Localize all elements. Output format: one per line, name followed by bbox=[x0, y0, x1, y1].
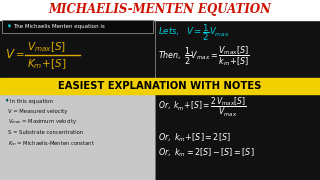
Text: $Then,\ \dfrac{1}{2}V_{max} = \dfrac{V_{max}[S]}{k_m\!+\![S]}$: $Then,\ \dfrac{1}{2}V_{max} = \dfrac{V_{… bbox=[158, 44, 250, 68]
Bar bbox=[0, 78, 320, 94]
Text: $Or,\ k_m = 2[S]-[S] = [S]$: $Or,\ k_m = 2[S]-[S] = [S]$ bbox=[158, 147, 254, 159]
Text: $Or,\ k_m\!+\![S] = 2[S]$: $Or,\ k_m\!+\![S] = 2[S]$ bbox=[158, 132, 231, 144]
Text: ♦: ♦ bbox=[4, 98, 8, 104]
Text: ♦: ♦ bbox=[6, 24, 11, 29]
Text: MICHAELIS-MENTEN EQUATION: MICHAELIS-MENTEN EQUATION bbox=[49, 3, 271, 17]
Text: EASIEST EXPLANATION WITH NOTES: EASIEST EXPLANATION WITH NOTES bbox=[58, 81, 262, 91]
Text: $Or,\ k_m\!+\![S] = \dfrac{2\,V_{max}[S]}{V_{max}}$: $Or,\ k_m\!+\![S] = \dfrac{2\,V_{max}[S]… bbox=[158, 95, 246, 119]
Bar bbox=[0, 94, 155, 180]
Text: The Michaelis Menten equation is: The Michaelis Menten equation is bbox=[13, 24, 105, 29]
Text: V = Measured velocity: V = Measured velocity bbox=[8, 109, 68, 114]
Text: $V_{max}[S]$: $V_{max}[S]$ bbox=[27, 40, 66, 54]
Text: In this equation: In this equation bbox=[10, 98, 53, 104]
Bar bbox=[2, 20, 153, 33]
Text: =: = bbox=[16, 50, 25, 60]
Text: $Lets,\ \ V = \dfrac{1}{2}V_{max}$: $Lets,\ \ V = \dfrac{1}{2}V_{max}$ bbox=[158, 23, 230, 43]
Text: S = Substrate concentration: S = Substrate concentration bbox=[8, 130, 83, 136]
Text: $V_{max}$ = Maximum velocity: $V_{max}$ = Maximum velocity bbox=[8, 118, 77, 127]
Text: $\mathit{V}$: $\mathit{V}$ bbox=[5, 48, 16, 62]
Text: $K_m$ = Michaelis-Menten constant: $K_m$ = Michaelis-Menten constant bbox=[8, 140, 95, 148]
Text: $K_m\!+\![S]$: $K_m\!+\![S]$ bbox=[27, 57, 67, 71]
Bar bbox=[0, 0, 320, 20]
